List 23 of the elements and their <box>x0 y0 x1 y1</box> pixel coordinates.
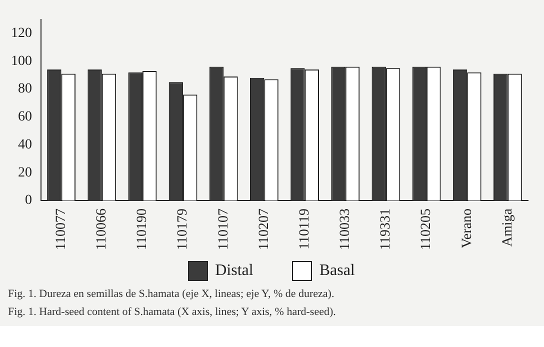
legend-label: Basal <box>319 262 355 280</box>
x-tick-label: 110179 <box>176 208 191 250</box>
y-tick-label: 0 <box>25 193 32 208</box>
x-tick-label: Amiga <box>500 208 516 247</box>
y-tick-label: 80 <box>18 82 32 97</box>
x-tick-label: 110033 <box>338 208 354 250</box>
caption: Fig. 1. Dureza en semillas de S.hamata (eje X, lineas; eje Y, % de dureza). <box>8 288 336 300</box>
y-tick-label: 40 <box>18 137 32 152</box>
x-tick-label: 110207 <box>256 208 272 250</box>
y-tick-label: 60 <box>18 110 32 125</box>
x-tick-label: Verano <box>460 208 475 248</box>
legend-label: Distal <box>215 262 254 280</box>
x-tick-label: 110119 <box>297 208 312 250</box>
caption: Fig. 1. Hard-seed content of S.hamata (X axis, lines; Y axis, % hard-seed). <box>8 306 337 318</box>
x-tick-label: 119331 <box>378 208 394 250</box>
x-tick-label: 110107 <box>216 208 232 250</box>
x-tick-label: 110205 <box>419 208 434 250</box>
y-tick-label: 120 <box>11 26 32 42</box>
y-tick-label: 20 <box>18 165 32 180</box>
x-tick-label: 110077 <box>54 208 69 250</box>
x-tick-label: 110190 <box>135 208 150 250</box>
x-tick-label: 110066 <box>94 208 110 250</box>
y-tick-label: 100 <box>11 54 32 69</box>
